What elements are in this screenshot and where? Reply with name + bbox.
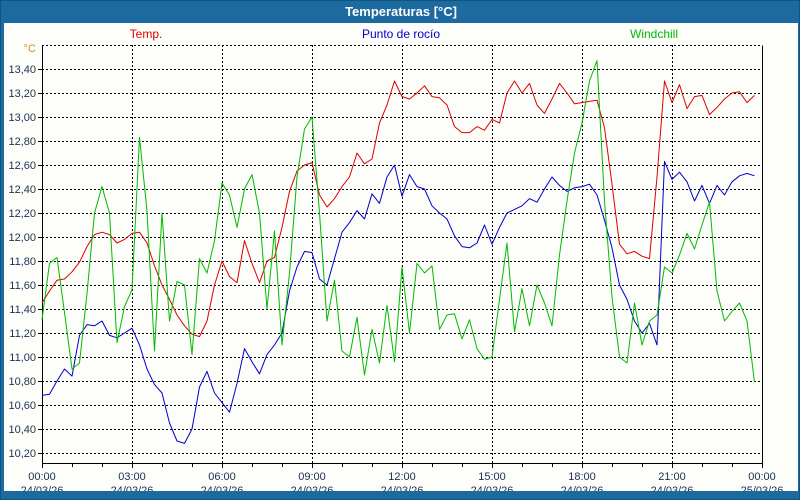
svg-text:24/03/26: 24/03/26 (471, 485, 514, 491)
series-line-temp (41, 80, 755, 338)
svg-text:24/03/26: 24/03/26 (201, 485, 244, 491)
svg-text:10,80: 10,80 (8, 376, 36, 388)
svg-text:11,20: 11,20 (9, 328, 36, 340)
page-title: Temperaturas [°C] (345, 4, 457, 19)
series-line-windchill (41, 60, 755, 383)
y-axis-unit-label: °C (24, 43, 36, 55)
svg-text:09:00: 09:00 (298, 471, 326, 483)
svg-text:10,20: 10,20 (8, 448, 36, 460)
svg-text:12,40: 12,40 (8, 184, 36, 196)
chart-panel: Temp. Punto de rocío Windchill 13,40 13,2… (4, 23, 798, 491)
svg-text:24/03/26: 24/03/26 (21, 485, 64, 491)
svg-text:11,00: 11,00 (9, 352, 36, 364)
svg-text:18:00: 18:00 (568, 471, 596, 483)
svg-text:24/03/26: 24/03/26 (381, 485, 424, 491)
svg-text:13,20: 13,20 (8, 88, 36, 100)
svg-text:00:00: 00:00 (28, 471, 56, 483)
svg-text:13,00: 13,00 (8, 112, 36, 124)
svg-text:12:00: 12:00 (388, 471, 416, 483)
svg-text:24/03/26: 24/03/26 (291, 485, 334, 491)
legend-temp: Temp. (129, 27, 163, 41)
svg-text:12,60: 12,60 (8, 160, 36, 172)
window-titlebar: Temperaturas [°C] (1, 1, 799, 23)
svg-text:11,80: 11,80 (9, 256, 36, 268)
svg-text:11,60: 11,60 (9, 280, 36, 292)
svg-text:10,60: 10,60 (8, 400, 36, 412)
svg-text:12,80: 12,80 (8, 136, 36, 148)
svg-text:25/03/26: 25/03/26 (741, 485, 784, 491)
svg-text:10,40: 10,40 (8, 424, 36, 436)
series-line-dew-point (41, 160, 755, 444)
svg-text:24/03/26: 24/03/26 (561, 485, 604, 491)
svg-text:13,40: 13,40 (8, 64, 36, 76)
svg-text:15:00: 15:00 (478, 471, 506, 483)
window-bottom-bar (1, 489, 799, 499)
svg-text:12,20: 12,20 (8, 208, 36, 220)
chart-canvas: 13,40 13,20 13,00 12,80 12,60 12,40 12,20 12,00… (8, 43, 784, 491)
svg-text:24/03/26: 24/03/26 (111, 485, 154, 491)
svg-text:11,40: 11,40 (9, 304, 36, 316)
legend-windchill: Windchill (629, 27, 679, 41)
svg-text:06:00: 06:00 (208, 471, 236, 483)
svg-text:00:00: 00:00 (748, 471, 776, 483)
svg-text:03:00: 03:00 (118, 471, 146, 483)
svg-text:24/03/26: 24/03/26 (651, 485, 694, 491)
legend-dew-point: Punto de rocío (361, 27, 441, 41)
svg-text:12,00: 12,00 (8, 232, 36, 244)
svg-text:21:00: 21:00 (658, 471, 686, 483)
